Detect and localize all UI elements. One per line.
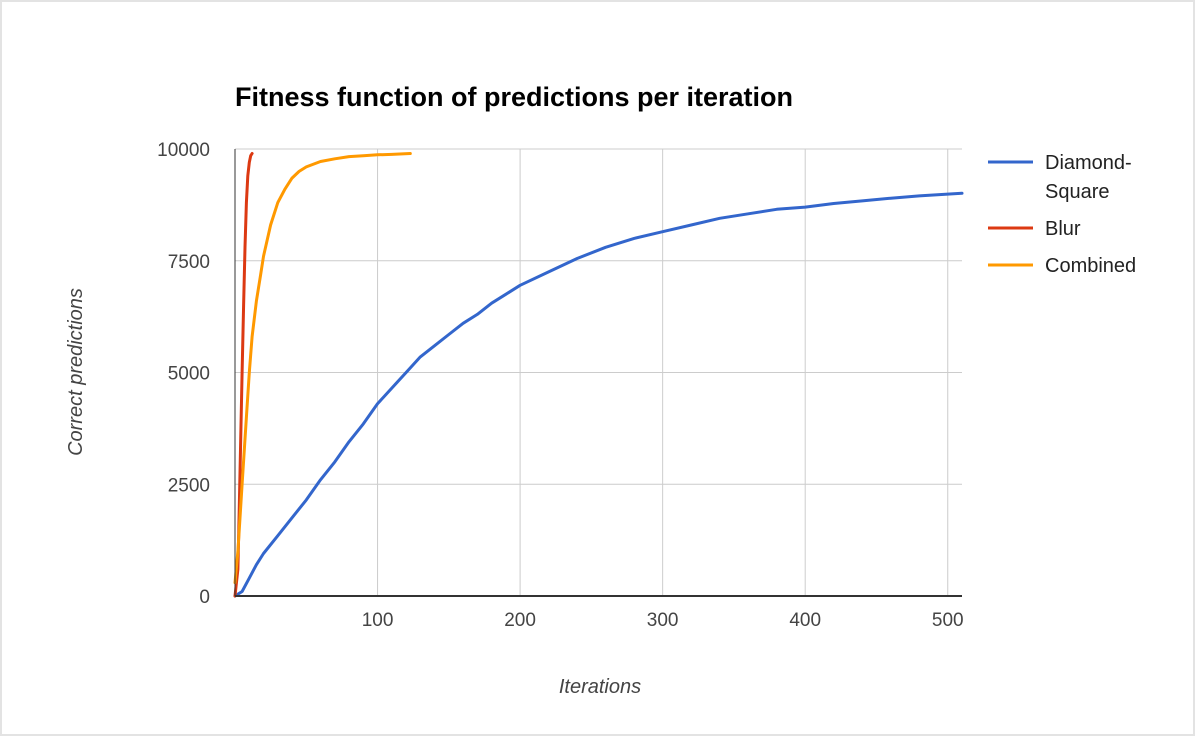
legend-label-diamond-square: Diamond-: [1045, 152, 1132, 174]
series-line-diamond-square: [233, 191, 964, 598]
y-axis-title: Correct predictions: [65, 288, 87, 456]
series-lines: [233, 152, 964, 598]
series-line-combined: [233, 152, 412, 585]
x-tick-label: 500: [932, 610, 964, 631]
legend-label-combined: Combined: [1045, 255, 1136, 277]
y-tick-label: 7500: [168, 252, 210, 273]
x-axis-title: Iterations: [559, 676, 641, 698]
y-tick-label: 2500: [168, 475, 210, 496]
legend: Diamond- Square Blur Combined: [988, 152, 1136, 277]
x-axis-ticks: 100 200 300 400 500: [362, 610, 964, 631]
x-tick-label: 200: [504, 610, 536, 631]
y-tick-label: 5000: [168, 364, 210, 385]
legend-label-diamond-square: Square: [1045, 181, 1110, 203]
chart-title: Fitness function of predictions per iter…: [235, 82, 793, 112]
x-tick-label: 400: [789, 610, 821, 631]
x-tick-label: 300: [647, 610, 679, 631]
y-tick-label: 10000: [157, 140, 210, 161]
x-tick-label: 100: [362, 610, 394, 631]
y-axis-ticks: 0 2500 5000 7500 10000: [157, 140, 210, 608]
axes: [234, 149, 962, 597]
y-tick-label: 0: [199, 587, 210, 608]
gridlines: [235, 148, 962, 596]
legend-label-blur: Blur: [1045, 218, 1081, 240]
